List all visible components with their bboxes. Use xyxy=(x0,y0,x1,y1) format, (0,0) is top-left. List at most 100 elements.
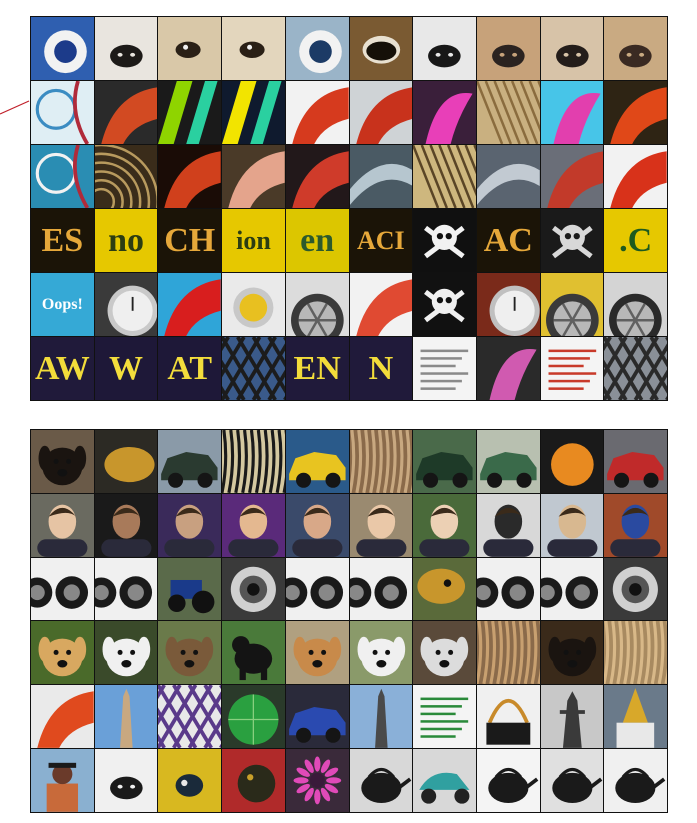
bottom-tile-r2-c9 xyxy=(540,493,604,557)
top-tile-r2-c3 xyxy=(158,81,222,144)
text-block-icon xyxy=(420,349,469,390)
letters-icon xyxy=(350,209,413,272)
open-mouth-icon xyxy=(362,35,400,64)
bottom-tile-r1-c2 xyxy=(94,430,158,493)
bottom-tile-r4-c5 xyxy=(285,621,349,685)
bottom-tile-r2-c6 xyxy=(349,493,413,557)
color-stripes-icon xyxy=(158,81,218,144)
dog-snout-icon xyxy=(109,44,143,68)
person-portrait-icon xyxy=(610,504,661,557)
straw-texture-icon xyxy=(413,145,476,208)
dog-head-icon xyxy=(38,637,87,677)
person-portrait-icon xyxy=(292,504,343,557)
bottom-tile-r3-c6 xyxy=(349,557,413,621)
letters-icon xyxy=(477,209,540,272)
top-tile-r1-c10 xyxy=(604,17,667,80)
top-tile-r5-c5 xyxy=(285,273,349,336)
letters-icon xyxy=(604,209,667,272)
top-tile-r1-c3 xyxy=(158,17,222,80)
bottom-tile-r1-c7 xyxy=(413,430,476,493)
dog-head-icon xyxy=(293,637,341,677)
coil-texture-icon xyxy=(94,145,158,208)
blue-eye-spot-icon xyxy=(298,30,342,74)
bottom-tile-r6-c2 xyxy=(94,749,158,812)
top-tile-r3-c1 xyxy=(31,145,94,208)
bottom-tile-r4-c2 xyxy=(94,621,158,685)
top-tile-r5-c10 xyxy=(604,273,667,336)
top-tile-r6-c10 xyxy=(604,337,667,400)
top-tile-r5-c1: Oops! xyxy=(31,273,94,336)
top-tile-r4-c8: AC xyxy=(476,209,540,272)
fruit-icon xyxy=(550,443,594,486)
letters-icon xyxy=(350,337,413,400)
top-tile-r1-c1 xyxy=(31,17,94,80)
bottom-tile-r2-c8 xyxy=(476,493,540,557)
teapot-icon xyxy=(615,768,666,804)
lens-row-icon xyxy=(476,575,534,609)
bottom-tile-r4-c3 xyxy=(158,621,222,685)
red-curve-icon xyxy=(610,151,667,208)
top-patch-grid: ES no CH ion en ACI AC .C Oops! AW W AT EN N xyxy=(30,16,668,401)
bottom-tile-r4-c1 xyxy=(31,621,94,685)
bottom-tile-r2-c7 xyxy=(413,493,476,557)
person-portrait-icon xyxy=(546,504,598,557)
straw-texture-icon xyxy=(476,81,540,144)
top-tile-r3-c3 xyxy=(158,145,222,208)
top-tile-r6-c6: N xyxy=(349,337,413,400)
bottom-tile-r1-c4 xyxy=(222,430,285,493)
top-tile-r5-c6 xyxy=(349,273,413,336)
letters-icon xyxy=(31,337,94,400)
bottom-tile-r5-c4 xyxy=(222,685,285,749)
teapot-icon xyxy=(360,768,411,804)
dog-eye-icon xyxy=(239,41,265,58)
bottom-tile-r5-c2 xyxy=(94,685,158,749)
car-side-icon xyxy=(161,451,218,488)
tractor-icon xyxy=(168,579,215,613)
car-side-icon xyxy=(288,451,346,488)
top-tile-r4-c6: ACI xyxy=(349,209,413,272)
dog-head-icon xyxy=(102,637,150,677)
bottom-tile-r3-c8 xyxy=(476,557,540,621)
bottom-tile-r1-c1 xyxy=(31,430,94,493)
pink-petal-icon xyxy=(425,92,473,144)
red-curve-icon xyxy=(355,279,413,336)
top-tile-r5-c2 xyxy=(94,273,158,336)
bottom-tile-r2-c5 xyxy=(285,493,349,557)
blue-eye-spot-icon xyxy=(44,30,87,74)
top-tile-r4-c10: .C xyxy=(604,209,667,272)
letters-icon xyxy=(286,209,349,272)
top-tile-r4-c7 xyxy=(413,209,476,272)
pink-petal-icon xyxy=(553,92,601,144)
bottom-tile-r5-c8 xyxy=(476,685,540,749)
bottom-tile-r4-c9 xyxy=(540,621,604,685)
bottom-tile-r4-c4 xyxy=(222,621,285,685)
camera-lens-icon xyxy=(230,566,277,612)
red-curve-icon xyxy=(610,87,667,144)
text-block-icon xyxy=(548,349,596,390)
red-curve-icon xyxy=(292,87,349,144)
bottom-tile-r4-c7 xyxy=(413,621,476,685)
top-tile-r3-c7 xyxy=(413,145,476,208)
bottom-tile-r5-c7 xyxy=(413,685,476,749)
dog-nose-icon xyxy=(491,44,525,68)
bottom-tile-r6-c10 xyxy=(604,749,667,812)
bottom-tile-r1-c3 xyxy=(158,430,222,493)
dog-snout-icon xyxy=(109,776,143,800)
top-tile-r3-c8 xyxy=(476,145,540,208)
top-tile-r6-c4 xyxy=(222,337,285,400)
top-tile-r1-c5 xyxy=(285,17,349,80)
color-stripes-icon xyxy=(222,81,282,144)
dog-eye-icon xyxy=(175,41,202,58)
dog-nose-icon xyxy=(428,44,461,68)
bottom-tile-r4-c6 xyxy=(349,621,413,685)
person-portrait-icon xyxy=(355,504,406,557)
red-curve-icon xyxy=(546,151,604,208)
fur-texture-icon xyxy=(476,621,540,685)
bottom-tile-r6-c5 xyxy=(285,749,349,812)
bear-icon xyxy=(232,636,273,681)
top-tile-r3-c2 xyxy=(94,145,158,208)
fur-texture-icon xyxy=(222,430,285,493)
bottom-tile-r6-c7 xyxy=(413,749,476,812)
top-tile-r1-c9 xyxy=(540,17,604,80)
bottom-tile-r3-c5 xyxy=(285,557,349,621)
